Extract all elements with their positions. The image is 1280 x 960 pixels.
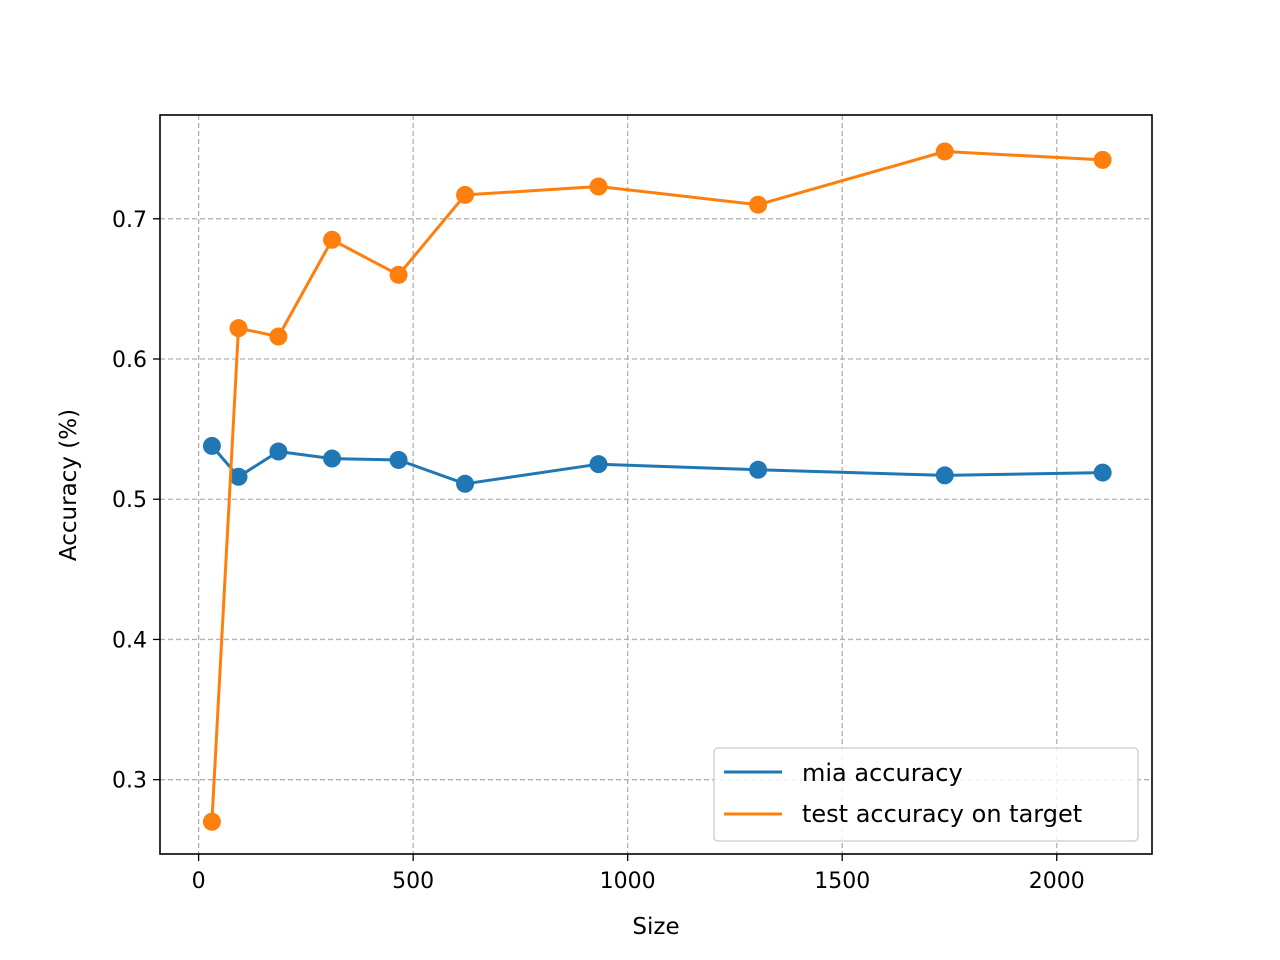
legend-box: [713, 747, 1139, 842]
data-point-test-accuracy-on-target: [749, 195, 768, 214]
y-tick-label: 0.3: [112, 769, 147, 794]
y-axis-label: Accuracy (%): [56, 409, 82, 561]
data-point-test-accuracy-on-target: [589, 177, 608, 196]
legend-label-test-accuracy: test accuracy on target: [802, 800, 1082, 828]
legend-label-mia-accuracy: mia accuracy: [802, 759, 963, 787]
plot-area-frame: [159, 114, 1153, 855]
x-tick-label: 1500: [814, 869, 870, 894]
y-tick-label: 0.4: [112, 628, 147, 653]
grid: [160, 115, 1152, 854]
data-point-test-accuracy-on-target: [323, 230, 342, 249]
data-point-mia-accuracy: [389, 450, 408, 469]
x-tick-label: 1000: [600, 869, 656, 894]
data-point-mia-accuracy: [1093, 463, 1112, 482]
data-point-mia-accuracy: [229, 467, 248, 486]
x-tick-label: 500: [392, 869, 434, 894]
data-point-test-accuracy-on-target: [229, 319, 248, 338]
data-point-mia-accuracy: [202, 436, 221, 455]
y-tick-label: 0.7: [112, 208, 147, 233]
data-point-mia-accuracy: [589, 455, 608, 474]
x-tick-label: 0: [192, 869, 206, 894]
axis-ticks: 0 500 1000 1500 2000 0.3 0.4 0.5 0.6 0.7: [112, 208, 1085, 894]
y-tick-label: 0.6: [112, 348, 147, 373]
y-tick-label: 0.5: [112, 488, 147, 513]
data-point-test-accuracy-on-target: [269, 327, 288, 346]
x-axis-label: Size: [632, 914, 679, 940]
data-point-mia-accuracy: [269, 442, 288, 461]
series-line-test-accuracy-on-target: [210, 150, 1103, 822]
data-point-test-accuracy-on-target: [1093, 150, 1112, 169]
series-line-mia-accuracy: [210, 444, 1103, 486]
series-group: [202, 142, 1112, 831]
data-point-mia-accuracy: [749, 460, 768, 479]
data-point-mia-accuracy: [935, 466, 954, 485]
data-point-test-accuracy-on-target: [456, 185, 475, 204]
data-point-test-accuracy-on-target: [202, 812, 221, 831]
data-point-test-accuracy-on-target: [389, 265, 408, 284]
data-point-mia-accuracy: [323, 449, 342, 468]
x-tick-label: 2000: [1029, 869, 1085, 894]
data-point-test-accuracy-on-target: [935, 142, 954, 161]
data-point-mia-accuracy: [456, 474, 475, 493]
legend: mia accuracy test accuracy on target: [713, 747, 1139, 842]
